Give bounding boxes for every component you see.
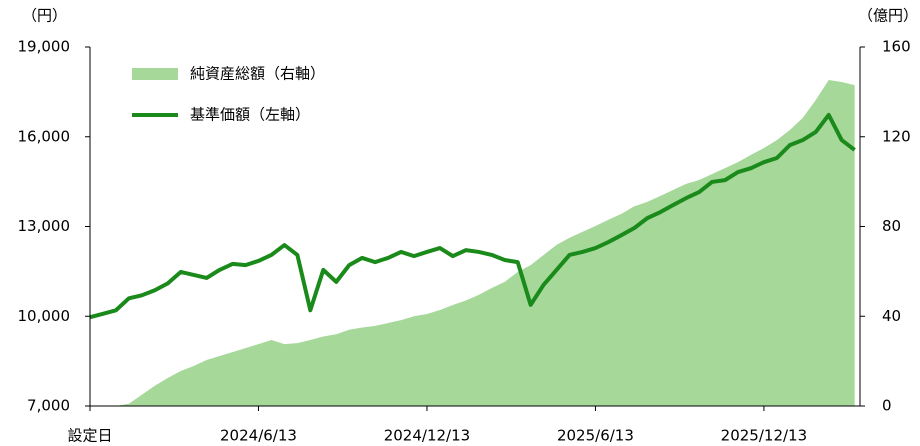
y-axis-title: （円） [22, 7, 67, 25]
y-tick-label: 13,000 [18, 217, 71, 235]
x-tick-label: 設定日 [67, 427, 112, 445]
x-tick-label: 2025/12/13 [721, 427, 807, 445]
y-tick-label: 16,000 [18, 127, 71, 145]
area [90, 79, 855, 406]
y-tick-label: 7,000 [27, 397, 70, 415]
x-tick-label: 2024/6/13 [220, 427, 297, 445]
y2-axis-title: （億円） [858, 7, 918, 25]
x-tick-label: 2025/6/13 [557, 427, 634, 445]
legend-label: 純資産総額（右軸） [190, 65, 325, 83]
y-tick-label: 10,000 [18, 307, 71, 325]
line [89, 112, 856, 320]
y-tick-label: 19,000 [18, 38, 71, 56]
y2-tick-label: 160 [882, 38, 911, 56]
y2-tick-label: 0 [882, 397, 892, 415]
y2-tick-label: 120 [882, 127, 911, 145]
y2-tick-label: 40 [882, 307, 901, 325]
y2-tick-label: 80 [882, 217, 901, 235]
legend-swatch [132, 68, 178, 80]
x-tick-label: 2024/12/13 [384, 427, 470, 445]
legend-label: 基準価額（左軸） [190, 106, 310, 124]
